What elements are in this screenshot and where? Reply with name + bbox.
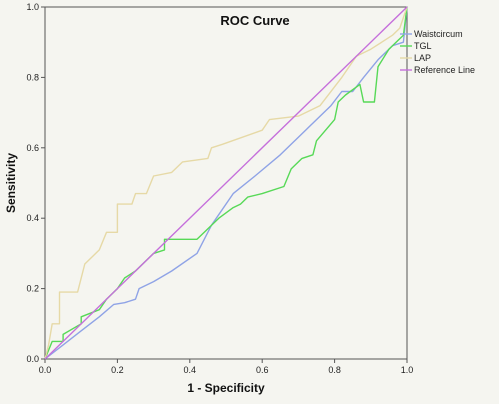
series-line-reference-line bbox=[44, 6, 408, 360]
y-tick-label: 0.2 bbox=[26, 284, 39, 294]
x-axis-title: 1 - Specificity bbox=[187, 381, 265, 395]
legend: Waistcircum TGL LAP Reference Line bbox=[400, 29, 475, 75]
x-tick-label: 0.6 bbox=[256, 365, 269, 375]
y-tick-label: 0.8 bbox=[26, 72, 39, 82]
chart-title: ROC Curve bbox=[220, 13, 289, 28]
y-tick-label: 0.6 bbox=[26, 143, 39, 153]
y-tick-label: 0.4 bbox=[26, 213, 39, 223]
x-tick-label: 0.8 bbox=[328, 365, 341, 375]
y-tick-label: 1.0 bbox=[26, 2, 39, 12]
ticks-layer: 0.0 0.2 0.4 0.6 0.8 1.0 0.0 0.2 0.4 0.6 0.8 1.0 bbox=[26, 2, 413, 375]
series-layer bbox=[44, 6, 408, 360]
x-tick-label: 0.0 bbox=[39, 365, 52, 375]
legend-label: Reference Line bbox=[414, 65, 475, 75]
series-line-tgl bbox=[44, 6, 408, 360]
y-axis-title: Sensitivity bbox=[4, 153, 18, 213]
legend-label: TGL bbox=[414, 41, 432, 51]
y-tick-label: 0.0 bbox=[26, 354, 39, 364]
legend-label: LAP bbox=[414, 53, 431, 63]
x-tick-label: 0.2 bbox=[111, 365, 124, 375]
x-tick-label: 1.0 bbox=[401, 365, 414, 375]
x-tick-label: 0.4 bbox=[184, 365, 197, 375]
series-line-waistcircum bbox=[44, 6, 408, 360]
legend-label: Waistcircum bbox=[414, 29, 463, 39]
